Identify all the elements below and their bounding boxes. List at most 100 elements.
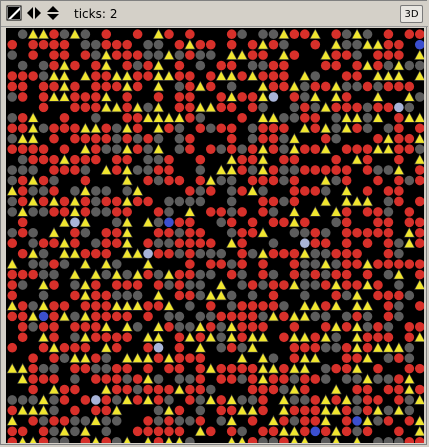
red-agent	[91, 144, 101, 154]
gray-agent	[28, 259, 38, 269]
view-3d-button[interactable]: 3D	[400, 5, 423, 23]
left-right-arrows-icon[interactable]	[26, 5, 42, 21]
red-agent	[70, 384, 80, 395]
gray-agent	[320, 342, 331, 353]
red-agent	[394, 39, 404, 50]
yellow-agent	[48, 70, 60, 81]
yellow-agent	[246, 341, 259, 353]
yellow-agent	[6, 415, 18, 426]
gray-agent	[49, 363, 59, 374]
red-agent	[111, 311, 122, 322]
red-agent	[164, 29, 174, 40]
red-agent	[38, 426, 49, 437]
yellow-agent	[330, 404, 342, 416]
red-agent	[247, 217, 258, 228]
red-agent	[38, 144, 49, 154]
red-agent	[7, 144, 18, 154]
yellow-agent	[351, 153, 363, 165]
gray-agent	[289, 395, 300, 405]
red-agent	[111, 374, 122, 384]
red-agent	[49, 81, 59, 92]
red-agent	[237, 154, 247, 165]
gray-agent	[7, 113, 18, 123]
yellow-agent	[27, 174, 39, 186]
gray-agent	[111, 217, 122, 228]
red-agent	[132, 113, 143, 123]
yellow-agent	[299, 352, 311, 363]
gray-agent	[216, 332, 227, 343]
gray-agent	[383, 374, 394, 384]
red-agent	[101, 39, 112, 50]
red-agent	[362, 384, 373, 395]
red-agent	[331, 154, 341, 165]
red-agent	[205, 426, 216, 437]
red-agent	[70, 227, 80, 238]
gray-agent	[91, 238, 101, 249]
red-agent	[153, 207, 164, 217]
red-agent	[404, 436, 415, 443]
red-agent	[59, 196, 70, 207]
red-agent	[394, 384, 404, 395]
red-agent	[143, 384, 153, 395]
red-agent	[404, 322, 415, 332]
gray-agent	[185, 374, 195, 384]
red-agent	[373, 259, 383, 269]
red-agent	[101, 395, 112, 405]
red-agent	[174, 353, 185, 363]
red-agent	[258, 405, 268, 416]
yellow-agent	[246, 185, 259, 196]
yellow-agent	[361, 279, 374, 290]
red-agent	[394, 175, 404, 186]
yellow-agent	[79, 143, 92, 154]
gray-agent	[268, 207, 279, 217]
gray-agent	[404, 102, 415, 113]
red-agent	[153, 301, 164, 311]
gray-agent	[185, 196, 195, 207]
yellow-agent	[69, 247, 81, 259]
red-agent	[143, 133, 153, 144]
yellow-agent	[100, 258, 112, 269]
gray-agent	[341, 81, 352, 92]
gray-agent	[164, 311, 174, 322]
gray-agent	[153, 238, 164, 249]
world-view[interactable]	[6, 28, 424, 443]
red-agent	[373, 133, 383, 144]
red-agent	[300, 384, 310, 395]
yellow-agent	[79, 185, 92, 196]
yellow-agent	[27, 195, 39, 207]
red-agent	[101, 311, 112, 322]
red-agent	[237, 259, 247, 269]
yellow-agent	[299, 300, 311, 311]
red-agent	[28, 416, 38, 426]
red-agent	[132, 81, 143, 92]
ticks-value: 2	[109, 7, 118, 21]
yellow-agent	[340, 185, 353, 196]
red-agent	[195, 363, 206, 374]
red-agent	[226, 426, 237, 437]
yellow-agent	[236, 352, 248, 363]
red-agent	[310, 113, 321, 123]
zoom-toggle-icon[interactable]	[6, 5, 22, 21]
red-agent	[91, 92, 101, 102]
red-agent	[279, 374, 289, 384]
gray-agent	[352, 374, 362, 384]
red-agent	[164, 175, 174, 186]
red-agent	[111, 196, 122, 207]
up-down-arrows-icon[interactable]	[45, 5, 61, 21]
gray-agent	[38, 60, 49, 71]
red-agent	[185, 353, 195, 363]
red-agent	[300, 186, 310, 196]
red-agent	[153, 92, 164, 102]
red-agent	[383, 217, 394, 228]
red-agent	[70, 238, 80, 249]
gray-agent	[237, 426, 247, 437]
gray-agent	[174, 322, 185, 332]
yellow-agent	[79, 310, 92, 322]
yellow-agent	[100, 383, 112, 395]
yellow-agent	[27, 404, 39, 416]
red-agent	[122, 384, 132, 395]
red-agent	[174, 405, 185, 416]
yellow-agent	[351, 289, 363, 301]
red-agent	[352, 384, 362, 395]
red-agent	[310, 416, 321, 426]
